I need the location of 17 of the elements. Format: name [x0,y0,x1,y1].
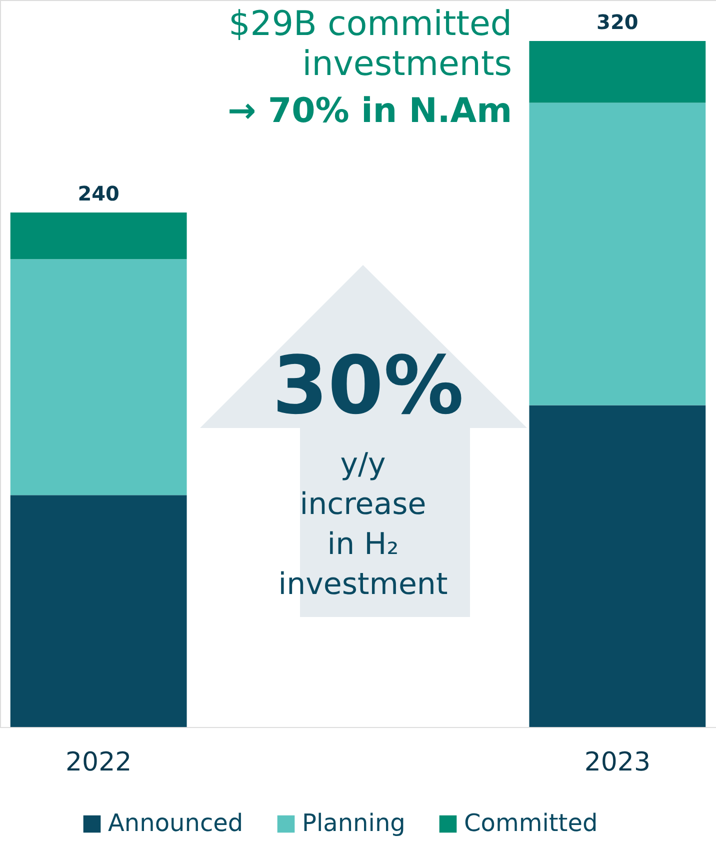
annotation: 240 [78,182,120,206]
annotation: 30% [272,339,464,432]
bar [529,405,706,727]
bar [10,212,187,260]
annotation: $29B committed investments [228,4,512,84]
annotation: 320 [596,10,638,34]
bar [529,41,706,103]
x-tick-label: 2022 [65,748,132,778]
legend-label: Announced [108,809,244,837]
legend-label: Planning [302,809,406,837]
x-tick-label: 2023 [584,748,651,778]
annotation: y/y increase in H₂ investment [278,447,448,602]
bar [10,259,187,496]
bar [10,495,187,727]
annotation: → 70% in N.Am [228,91,512,131]
bar [529,102,706,406]
legend-label: Committed [464,809,598,837]
